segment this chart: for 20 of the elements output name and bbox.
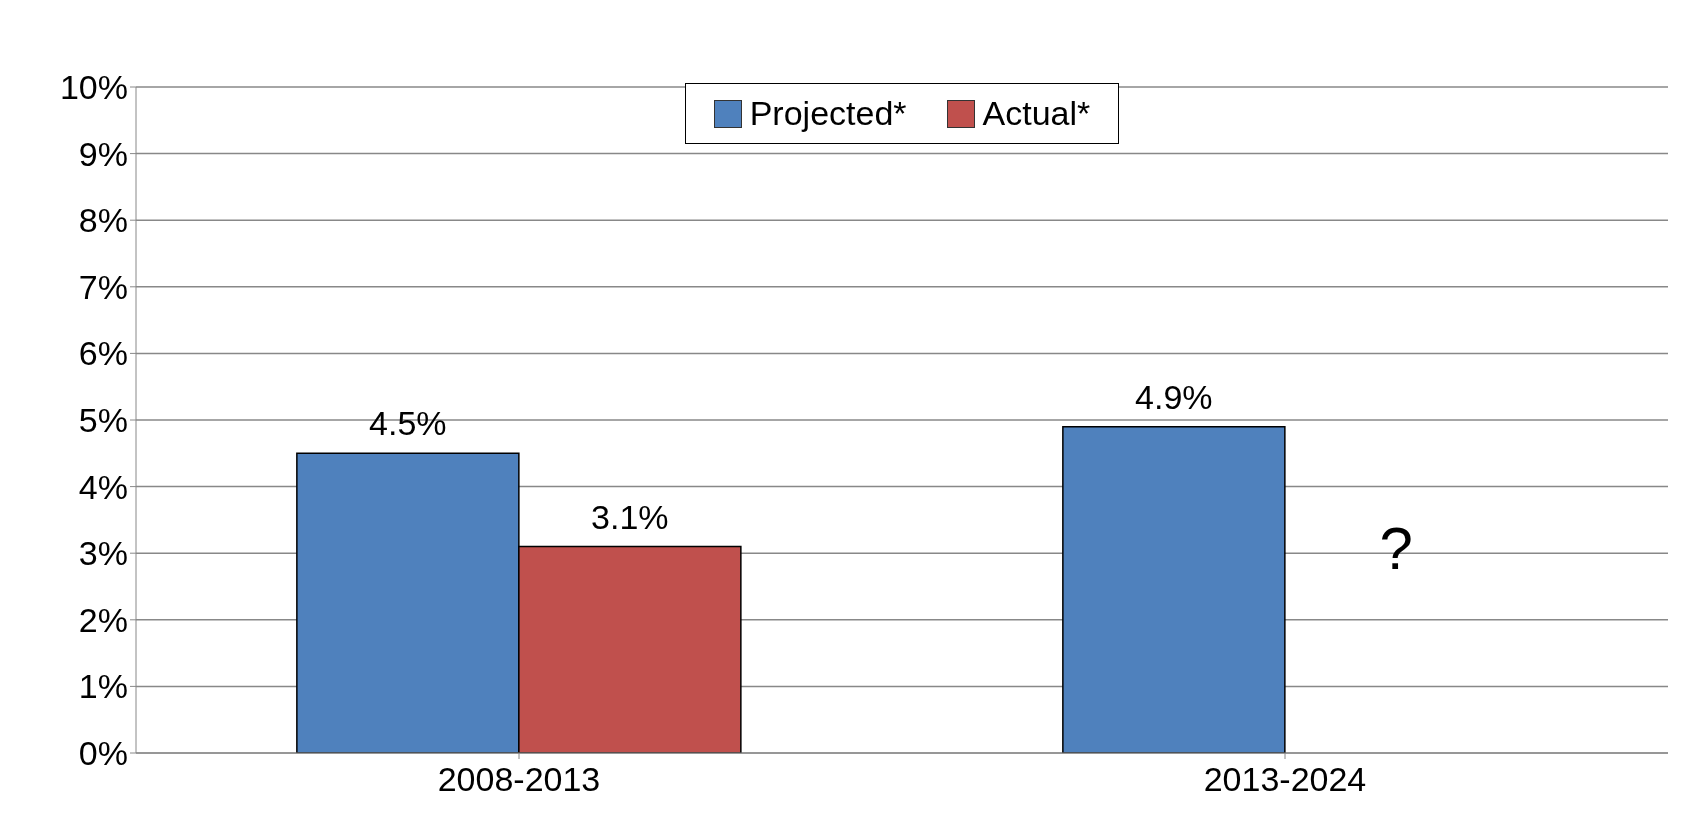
x-tick-label: 2013-2024 (1203, 760, 1367, 799)
x-tick-label: 2008-2013 (437, 760, 601, 799)
bar (1062, 425, 1286, 753)
data-label: 3.1% (591, 497, 669, 536)
y-tick-label: 7% (78, 267, 128, 306)
y-tick-label: 8% (78, 201, 128, 240)
y-tick-label: 9% (78, 134, 128, 173)
y-tick-label: 5% (78, 401, 128, 440)
legend-label: Projected* (748, 94, 907, 133)
y-tick-label: 4% (78, 467, 128, 506)
y-tick-label: 10% (59, 68, 128, 107)
y-tick-label: 6% (78, 334, 128, 373)
y-tick-label: 1% (78, 667, 128, 706)
y-tick-label: 3% (78, 534, 128, 573)
annotation: ? (1379, 515, 1413, 583)
y-tick-label: 0% (78, 734, 128, 773)
data-label: 4.9% (1135, 377, 1213, 416)
data-label: 4.5% (369, 404, 447, 443)
legend-label: Actual* (981, 94, 1091, 133)
y-tick-label: 2% (78, 600, 128, 639)
